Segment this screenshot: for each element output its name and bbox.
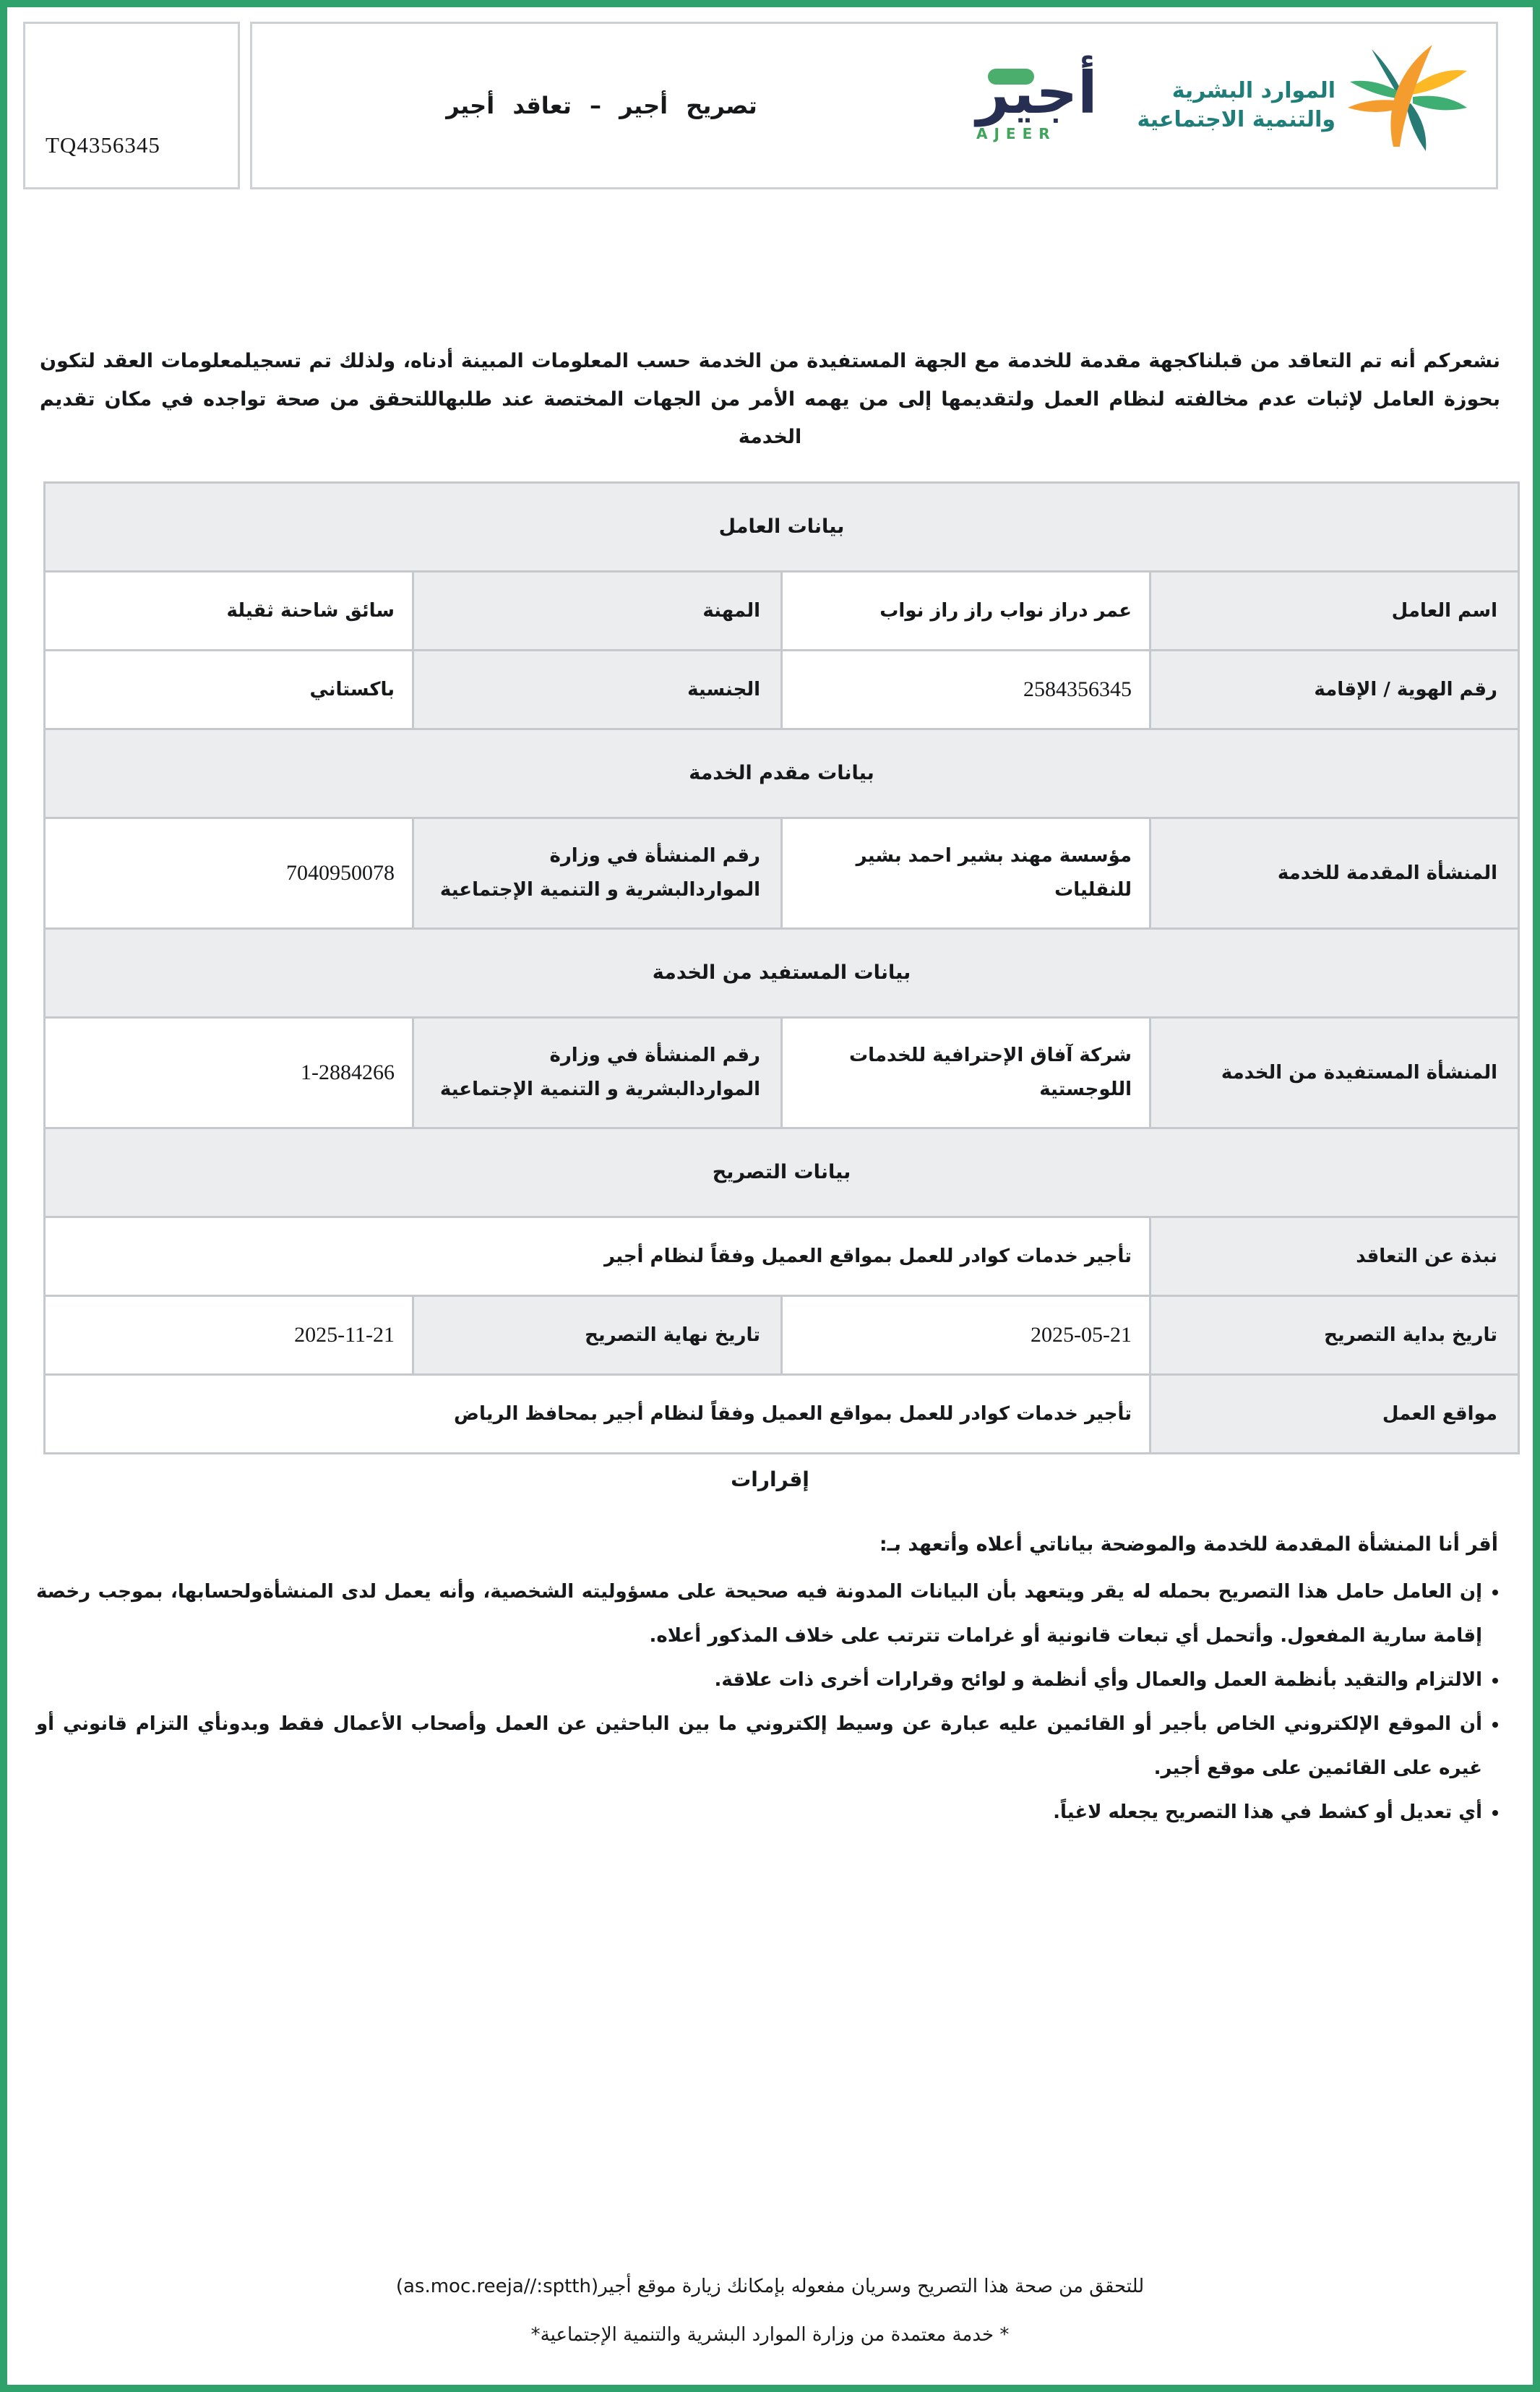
provider-establishment-label: المنشأة المقدمة للخدمة xyxy=(1151,818,1518,927)
declaration-item: أي تعديل أو كشط في هذا التصريح يجعله لاغ… xyxy=(36,1791,1482,1835)
declarations-intro: أقر أنا المنشأة المقدمة للخدمة والموضحة … xyxy=(879,1532,1498,1556)
footer-verification-line: للتحقق من صحة هذا التصريح وسريان مفعوله … xyxy=(395,2275,1145,2297)
section-header-worker: بيانات العامل xyxy=(46,483,1518,570)
provider-number-value: 7040950078 xyxy=(46,818,412,927)
provider-establishment-value: مؤسسة مهند بشير احمد بشير للنقليات xyxy=(783,818,1149,927)
header: TQ4356345 تصريح أجير – تعاقد أجير أجير A… xyxy=(23,22,1498,189)
beneficiary-number-value: 1-2884266 xyxy=(46,1018,412,1127)
worker-name-label: اسم العامل xyxy=(1151,572,1518,649)
permit-start-date-value: 2025-05-21 xyxy=(783,1296,1149,1373)
ministry-palm-star-icon xyxy=(1348,45,1467,151)
profession-label: المهنة xyxy=(414,572,780,649)
ministry-logo: الموارد البشرية والتنمية الاجتماعية xyxy=(1137,40,1476,171)
permit-data-table: بيانات العامل اسم العامل عمر دراز نواب ر… xyxy=(43,481,1520,1454)
beneficiary-establishment-value: شركة آفاق الإحترافية للخدمات اللوجستية xyxy=(783,1018,1149,1127)
declarations-list: إن العامل حامل هذا التصريح بحمله له يقر … xyxy=(36,1570,1511,1835)
nationality-value: باكستاني xyxy=(46,651,412,728)
permit-number: TQ4356345 xyxy=(46,132,160,158)
intro-paragraph: نشعركم أنه تم التعاقد من قبلناكجهة مقدمة… xyxy=(40,350,1500,449)
page-title: تصريح أجير – تعاقد أجير xyxy=(446,92,757,119)
id-number-label: رقم الهوية / الإقامة xyxy=(1151,651,1518,728)
declaration-item: أن الموقع الإلكتروني الخاص بأجير أو القا… xyxy=(36,1702,1482,1791)
profession-value: سائق شاحنة ثقيلة xyxy=(46,572,412,649)
work-locations-value: تأجير خدمات كوادر للعمل بمواقع العميل وف… xyxy=(46,1375,1149,1452)
permit-number-box: TQ4356345 xyxy=(23,22,240,189)
worker-name-value: عمر دراز نواب راز راز نواب xyxy=(783,572,1149,649)
ministry-logo-text: الموارد البشرية والتنمية الاجتماعية xyxy=(1137,77,1335,135)
contract-summary-value: تأجير خدمات كوادر للعمل بمواقع العميل وف… xyxy=(46,1217,1149,1295)
ajeer-logo-english-wordmark: AJEER xyxy=(976,125,1057,142)
footer: للتحقق من صحة هذا التصريح وسريان مفعوله … xyxy=(7,2263,1533,2360)
declaration-item: الالتزام والتقيد بأنظمة العمل والعمال وأ… xyxy=(36,1658,1483,1702)
footer-accreditation-line: * خدمة معتمدة من وزارة الموارد البشرية و… xyxy=(530,2324,1010,2346)
declaration-item: إن العامل حامل هذا التصريح بحمله له يقر … xyxy=(36,1570,1482,1658)
permit-end-date-label: تاريخ نهاية التصريح xyxy=(414,1296,780,1373)
permit-end-date-value: 2025-11-21 xyxy=(46,1296,412,1373)
beneficiary-establishment-label: المنشأة المستفيدة من الخدمة xyxy=(1151,1018,1518,1127)
section-header-beneficiary: بيانات المستفيد من الخدمة xyxy=(46,929,1518,1016)
nationality-label: الجنسية xyxy=(414,651,780,728)
contract-summary-label: نبذة عن التعاقد xyxy=(1151,1217,1518,1295)
id-number-value: 2584356345 xyxy=(783,651,1149,728)
declarations-title: إقرارات xyxy=(731,1467,809,1491)
section-header-provider: بيانات مقدم الخدمة xyxy=(46,729,1518,817)
beneficiary-number-label: رقم المنشأة في وزارة المواردالبشرية و ال… xyxy=(414,1018,780,1127)
ajeer-logo-green-bar-icon xyxy=(988,69,1035,85)
section-header-permit: بيانات التصريح xyxy=(46,1128,1518,1216)
provider-number-label: رقم المنشأة في وزارة المواردالبشرية و ال… xyxy=(414,818,780,927)
title-box: تصريح أجير – تعاقد أجير أجير AJEER الموا… xyxy=(250,22,1498,189)
work-locations-label: مواقع العمل xyxy=(1151,1375,1518,1452)
ministry-logo-line2: والتنمية الاجتماعية xyxy=(1137,107,1335,132)
ministry-logo-line1: الموارد البشرية xyxy=(1171,77,1335,103)
ajeer-logo: أجير AJEER xyxy=(976,63,1098,143)
permit-start-date-label: تاريخ بداية التصريح xyxy=(1151,1296,1518,1373)
